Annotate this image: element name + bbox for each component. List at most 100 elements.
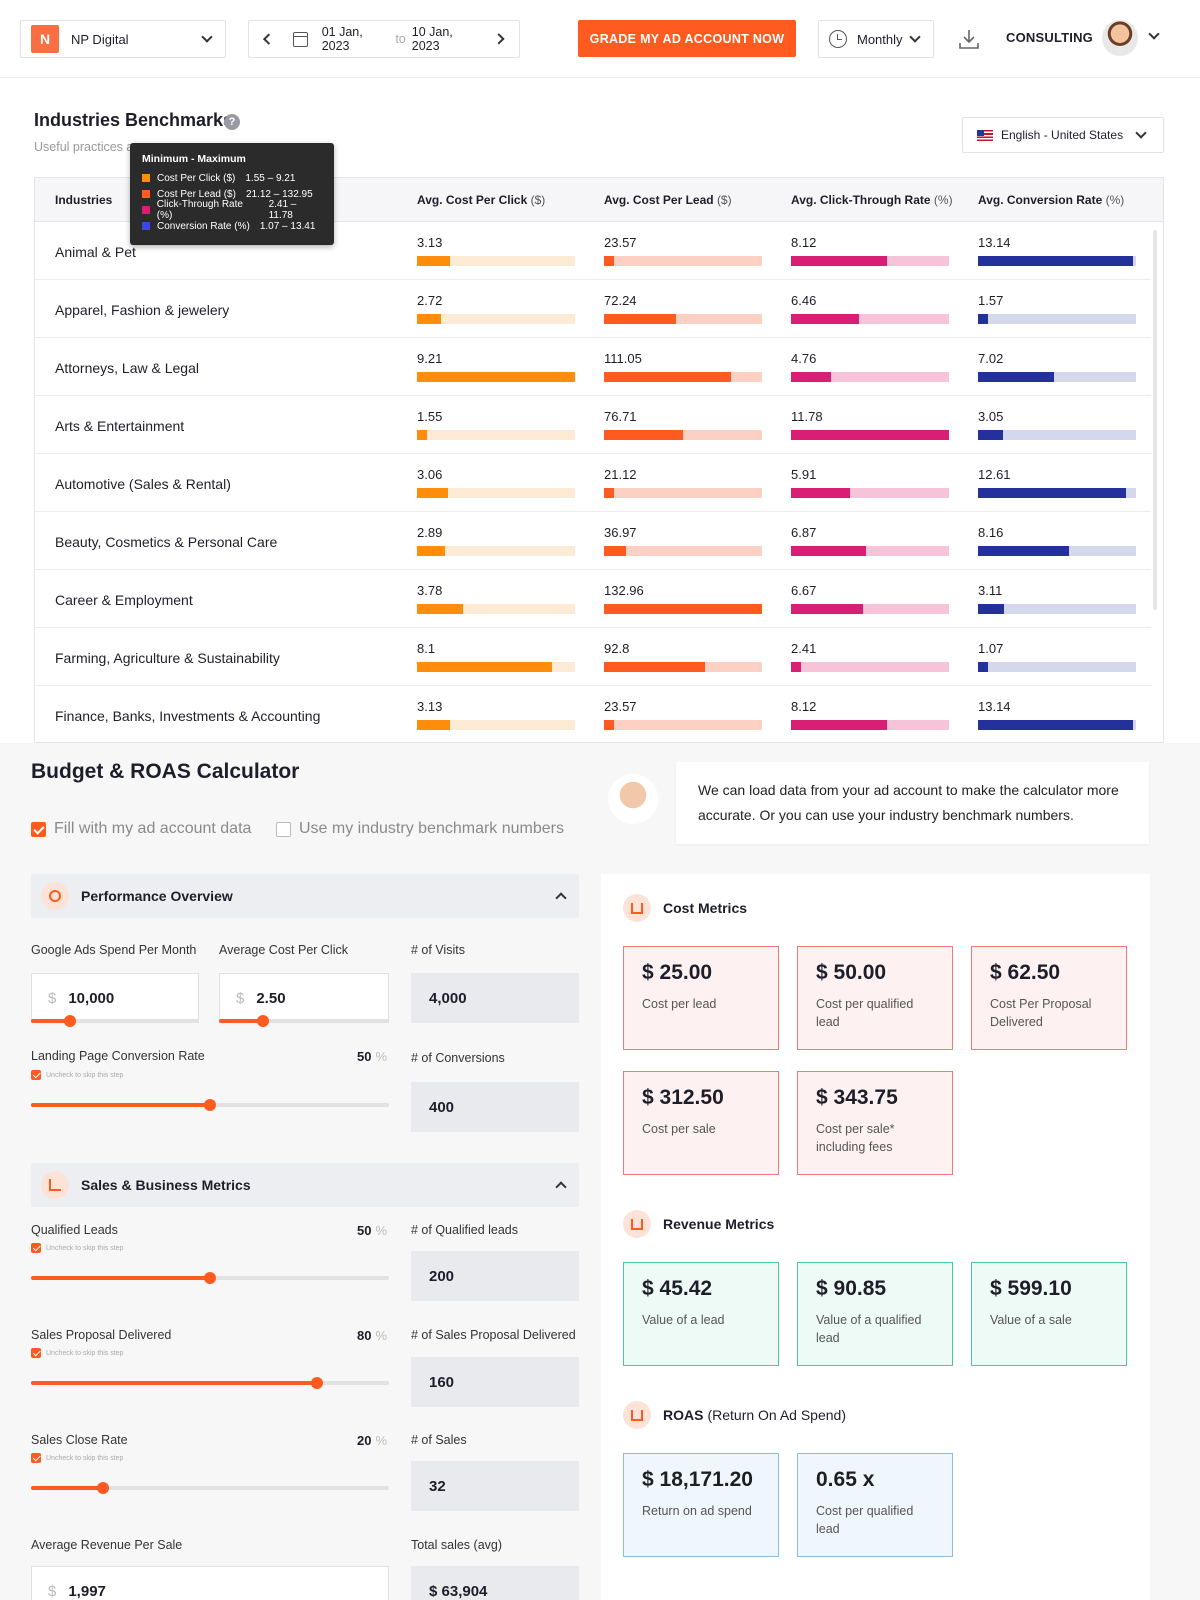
roas-title: ROAS xyxy=(663,1407,704,1423)
col-cpl[interactable]: Avg. Cost Per Lead ($) xyxy=(604,193,732,207)
visits-readout: 4,000 xyxy=(411,973,579,1023)
metric-bar-fill xyxy=(978,488,1126,498)
chevron-up-icon[interactable] xyxy=(555,892,567,904)
metric-card: $ 312.50 Cost per sale xyxy=(623,1071,779,1175)
industry-name: Animal & Pet xyxy=(55,244,136,260)
lpcr-percent: 50% xyxy=(357,1049,387,1064)
metric-bar xyxy=(604,256,762,266)
metric-value: 6.67 xyxy=(791,583,817,598)
sp-slider[interactable] xyxy=(31,1377,389,1389)
chevron-up-icon[interactable] xyxy=(555,1181,567,1193)
advisor-message: We can load data from your ad account to… xyxy=(676,762,1149,844)
spend-slider-handle[interactable] xyxy=(31,1015,76,1027)
metric-value: 6.87 xyxy=(791,525,817,540)
chevron-right-icon[interactable] xyxy=(493,33,505,45)
metric-cell-cpc: 1.55 xyxy=(417,410,575,440)
skip-step-option[interactable]: Uncheck to skip this step xyxy=(31,1243,123,1253)
checkbox-checked[interactable] xyxy=(31,1348,41,1358)
arps-input[interactable]: $1,997 xyxy=(31,1566,389,1600)
metric-card: $ 25.00 Cost per lead xyxy=(623,946,779,1050)
use-benchmark-option[interactable]: Use my industry benchmark numbers xyxy=(276,820,564,838)
metric-bar xyxy=(978,256,1136,266)
table-scrollbar[interactable] xyxy=(1153,230,1157,610)
metric-bar-fill xyxy=(791,430,949,440)
lpcr-label: Landing Page Conversion Rate xyxy=(31,1049,205,1063)
sc-slider-handle[interactable] xyxy=(31,1482,109,1494)
metric-bar-fill xyxy=(417,256,450,266)
metric-card-value: $ 90.85 xyxy=(816,1277,887,1300)
spend-input[interactable]: $10,000 xyxy=(31,973,199,1023)
benchmarks-subtitle: Useful practices a xyxy=(34,140,134,154)
industry-name: Attorneys, Law & Legal xyxy=(55,360,199,376)
fill-account-data-option[interactable]: Fill with my ad account data xyxy=(31,820,251,838)
user-avatar[interactable] xyxy=(1102,20,1138,56)
checkbox-checked[interactable] xyxy=(31,1453,41,1463)
metric-card-label: Return on ad spend xyxy=(642,1504,752,1518)
language-label: English - United States xyxy=(1001,128,1124,142)
cpc-slider[interactable] xyxy=(219,1015,389,1027)
skip-step-option[interactable]: Uncheck to skip this step xyxy=(31,1348,123,1358)
sales-metrics-header[interactable]: Sales & Business Metrics xyxy=(31,1163,579,1207)
metric-cell-cvr: 13.14 xyxy=(978,236,1136,266)
metric-bar xyxy=(604,662,762,672)
col-cpc-unit: ($) xyxy=(530,193,546,207)
percent-sign: % xyxy=(375,1433,388,1448)
grade-account-button[interactable]: GRADE MY AD ACCOUNT NOW xyxy=(578,20,796,57)
performance-overview-header[interactable]: Performance Overview xyxy=(31,874,579,918)
chevron-down-icon xyxy=(1135,127,1147,139)
metric-bar-fill xyxy=(791,604,863,614)
legend-swatch xyxy=(142,222,150,230)
ql-slider-handle[interactable] xyxy=(31,1272,216,1284)
help-icon[interactable]: ? xyxy=(224,114,240,130)
metric-value: 23.57 xyxy=(604,235,637,250)
cpc-input[interactable]: $2.50 xyxy=(219,973,389,1023)
ql-value: 50 xyxy=(357,1223,372,1238)
metric-value: 3.13 xyxy=(417,699,443,714)
sp-percent: 80% xyxy=(357,1328,387,1343)
chevron-left-icon[interactable] xyxy=(263,33,275,45)
sc-slider[interactable] xyxy=(31,1482,389,1494)
metric-value: 8.12 xyxy=(791,235,817,250)
tooltip-range: 1.07 – 13.41 xyxy=(259,220,316,232)
consulting-link[interactable]: CONSULTING xyxy=(1006,30,1093,45)
ql-slider[interactable] xyxy=(31,1272,389,1284)
download-icon[interactable] xyxy=(958,28,980,50)
link-icon xyxy=(623,1401,651,1429)
metric-bar-fill xyxy=(604,546,627,556)
metric-bar xyxy=(791,604,949,614)
lpcr-slider-handle[interactable] xyxy=(31,1099,216,1111)
spend-slider[interactable] xyxy=(31,1015,199,1027)
metric-card-label: Cost per qualified lead xyxy=(816,1504,914,1536)
skip-step-option[interactable]: Uncheck to skip this step xyxy=(31,1453,123,1463)
metric-bar xyxy=(791,372,949,382)
date-range-picker[interactable]: 01 Jan, 2023 to 10 Jan, 2023 xyxy=(248,20,520,58)
total-sales-readout: $ 63,904 xyxy=(411,1566,579,1600)
metric-bar xyxy=(978,430,1136,440)
sp-slider-handle[interactable] xyxy=(31,1377,324,1389)
metric-value: 1.55 xyxy=(417,409,443,424)
metric-cell-cpc: 2.72 xyxy=(417,294,575,324)
tooltip-range: 21.12 – 132.95 xyxy=(245,188,313,200)
gauge-icon xyxy=(41,882,69,910)
language-selector[interactable]: English - United States xyxy=(962,117,1164,153)
cpc-slider-handle[interactable] xyxy=(219,1015,270,1027)
metric-value: 6.46 xyxy=(791,293,817,308)
date-to: 10 Jan, 2023 xyxy=(411,25,453,53)
metric-value: 13.14 xyxy=(978,699,1011,714)
metric-bar xyxy=(417,430,575,440)
checkbox-unchecked[interactable] xyxy=(276,821,291,837)
checkbox-checked[interactable] xyxy=(31,821,46,837)
chevron-down-icon[interactable] xyxy=(1148,28,1160,40)
col-cvr[interactable]: Avg. Conversion Rate (%) xyxy=(978,193,1124,207)
checkbox-checked[interactable] xyxy=(31,1243,41,1253)
metric-bar xyxy=(604,430,762,440)
lpcr-slider[interactable] xyxy=(31,1099,389,1111)
account-selector[interactable]: N NP Digital xyxy=(20,20,226,58)
sales-readout: 32 xyxy=(411,1461,579,1511)
skip-step-option[interactable]: Uncheck to skip this step xyxy=(31,1070,123,1080)
checkbox-checked[interactable] xyxy=(31,1070,41,1080)
metric-value: 2.72 xyxy=(417,293,443,308)
period-selector[interactable]: Monthly xyxy=(818,20,934,58)
col-cpc[interactable]: Avg. Cost Per Click ($) xyxy=(417,193,545,207)
col-ctr[interactable]: Avg. Click-Through Rate (%) xyxy=(791,193,953,207)
